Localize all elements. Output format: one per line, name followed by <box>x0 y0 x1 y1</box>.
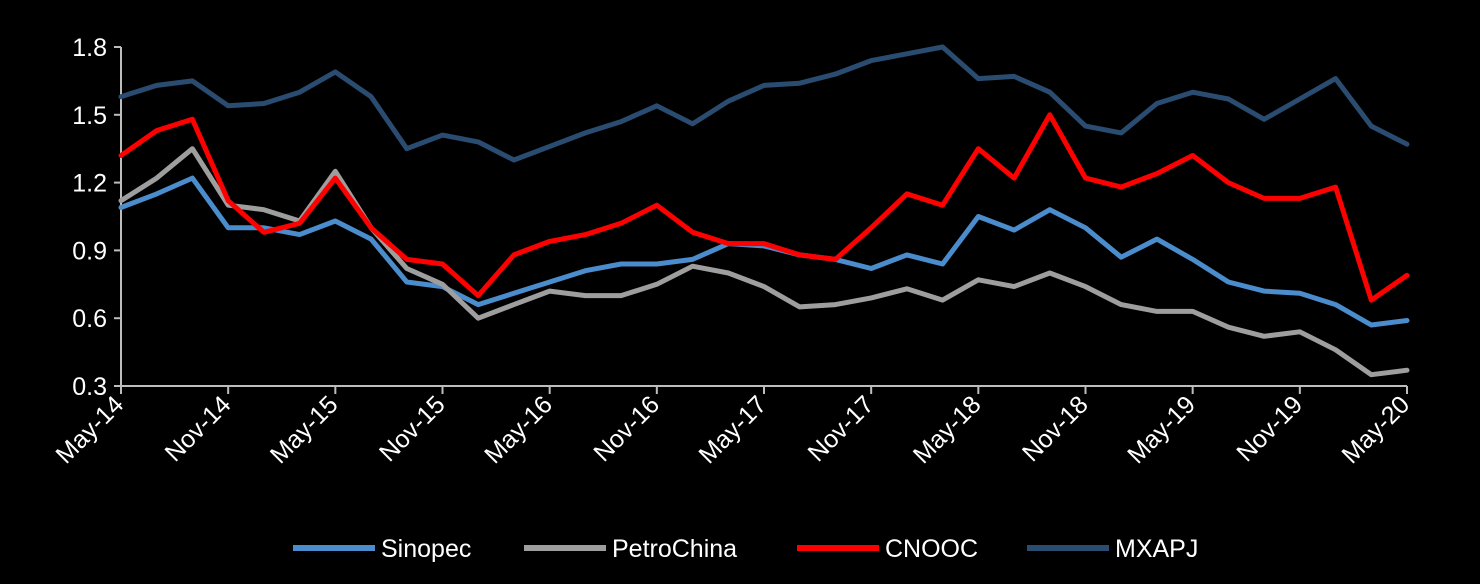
y-tick-label: 1.5 <box>72 102 107 130</box>
legend-label-sinopec: Sinopec <box>381 535 471 563</box>
x-tick-label: May-18 <box>908 390 987 469</box>
y-tick-label: 0.6 <box>72 305 107 333</box>
series-lines <box>118 44 1410 378</box>
legend-label-petrochina: PetroChina <box>612 535 737 563</box>
x-tick-label: May-15 <box>265 390 344 469</box>
x-axis-ticks: May-14 Nov-14 May-15 Nov-15 May-16 Nov-16 May-… <box>50 386 1415 469</box>
series-line-petrochina <box>118 146 1410 378</box>
y-tick-label: 0.9 <box>72 237 107 265</box>
x-tick-label: Nov-16 <box>588 390 665 467</box>
series-line-cnooc <box>118 112 1410 303</box>
x-tick-label: Nov-15 <box>374 390 451 467</box>
legend-label-cnooc: CNOOC <box>885 535 978 563</box>
y-tick-label: 1.2 <box>72 170 107 198</box>
legend-label-mxapj: MXAPJ <box>1115 535 1198 563</box>
x-tick-label: Nov-18 <box>1017 390 1094 467</box>
x-tick-label: Nov-14 <box>160 390 237 467</box>
x-tick-label: Nov-17 <box>803 390 880 467</box>
x-tick-label: May-16 <box>479 390 558 469</box>
x-tick-label: May-17 <box>693 390 772 469</box>
legend: Sinopec PetroChina CNOOC MXAPJ <box>293 535 1198 563</box>
y-tick-label: 1.8 <box>72 34 107 62</box>
x-tick-label: Nov-19 <box>1231 390 1308 467</box>
x-tick-label: May-19 <box>1122 390 1201 469</box>
series-line-mxapj <box>118 44 1410 163</box>
x-tick-label: May-14 <box>50 390 129 469</box>
y-tick-label: 0.3 <box>72 373 107 401</box>
y-axis-ticks: 1.8 1.5 1.2 0.9 0.6 0.3 <box>72 34 121 401</box>
x-tick-label: May-20 <box>1336 390 1415 469</box>
